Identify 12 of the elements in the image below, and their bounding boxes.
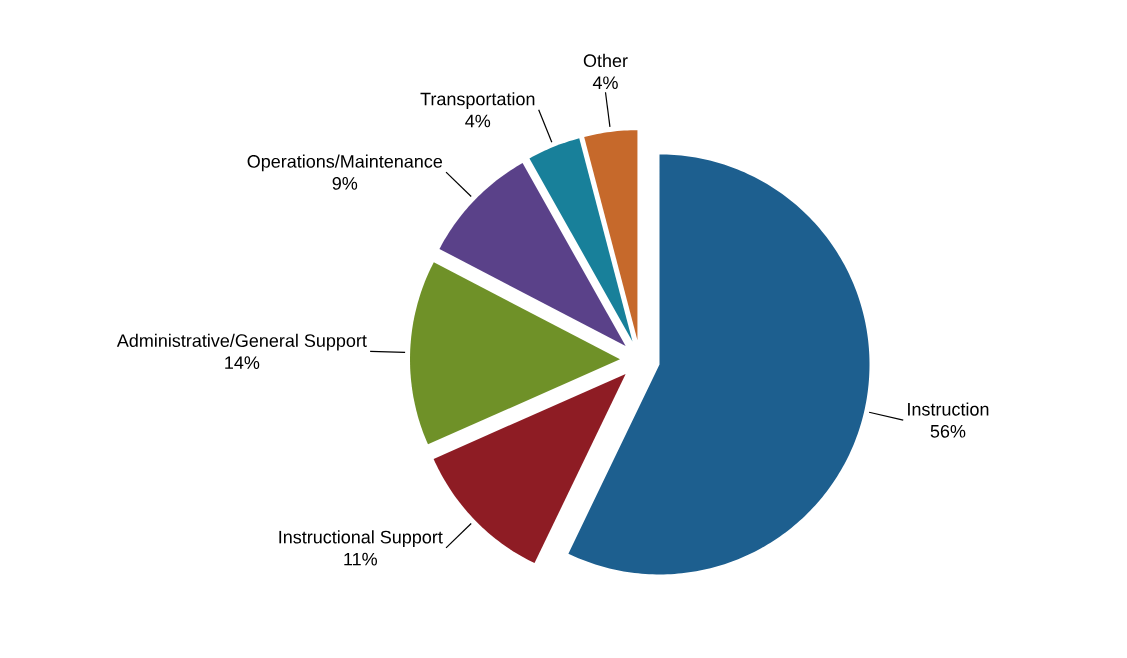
data-label: 11% — [344, 552, 377, 566]
data-label: 9% — [332, 177, 358, 190]
slice-label: Instructional Support — [279, 530, 443, 548]
slice-label: Transportation — [420, 92, 535, 109]
data-label: 4% — [465, 114, 491, 128]
slice-label: Operations/Maintenance — [247, 154, 443, 172]
data-label: 14% — [225, 356, 260, 369]
data-label: 4% — [592, 76, 618, 90]
slice-label: Instruction — [908, 402, 989, 416]
data-label: 56% — [930, 424, 966, 438]
slice-label: Other — [583, 53, 628, 68]
slice-label: Administrative/General Support — [116, 333, 367, 351]
